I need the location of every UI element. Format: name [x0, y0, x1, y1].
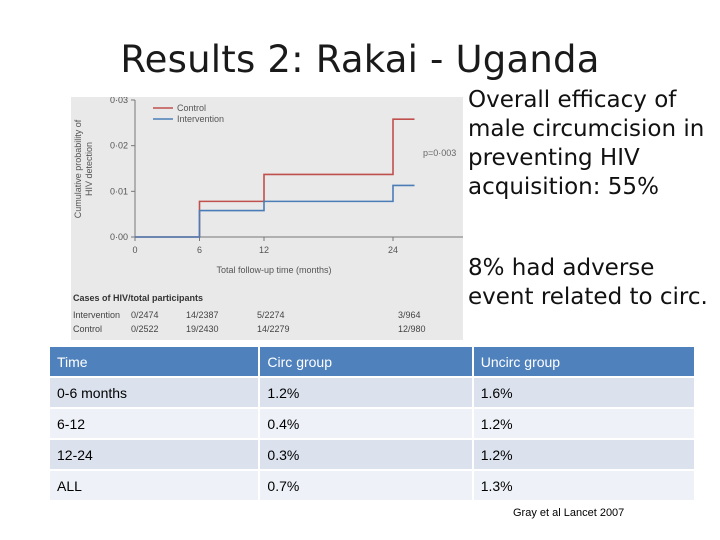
kaplan-meier-figure: 0·00 0·01 0·02 0·03 0 6 12 24 Cumulative probab… [71, 97, 463, 340]
cell-time: 12-24 [47, 438, 261, 471]
header-time: Time [47, 345, 261, 378]
risk-table-cell: 14/2279 [257, 324, 290, 334]
cell-time: 6-12 [47, 407, 261, 440]
risk-table-cell: 0/2474 [131, 310, 159, 320]
cell-time: ALL [47, 469, 261, 502]
legend-intervention-label: Intervention [177, 114, 224, 124]
series-line-control [135, 118, 415, 238]
risk-table-cell: 14/2387 [186, 310, 219, 320]
legend-control-label: Control [177, 103, 206, 113]
risk-table-cell: 3/964 [398, 310, 421, 320]
table-row: 0-6 months 1.2% 1.6% [47, 376, 697, 409]
x-tick-label: 24 [388, 245, 398, 255]
risk-table-cell: 19/2430 [186, 324, 219, 334]
x-tick-label: 12 [259, 245, 269, 255]
header-circ-group: Circ group [258, 345, 474, 378]
cell-uncirc: 1.2% [471, 438, 697, 471]
table-row: ALL 0.7% 1.3% [47, 469, 697, 502]
y-tick-label: 0·02 [110, 141, 128, 151]
table-row: 12-24 0.3% 1.2% [47, 438, 697, 471]
y-tick-label: 0·03 [110, 97, 128, 105]
y-tick-label: 0·00 [110, 232, 128, 242]
x-tick-label: 0 [132, 245, 137, 255]
cell-uncirc: 1.3% [471, 469, 697, 502]
x-tick-label: 6 [197, 245, 202, 255]
table-header-row: Time Circ group Uncirc group [47, 345, 697, 378]
bullet-adverse-events: 8% had adverse event related to circ. [468, 255, 708, 310]
risk-table-group-label: Intervention [73, 310, 120, 320]
y-tick-label: 0·01 [110, 186, 128, 196]
kaplan-meier-chart: 0·00 0·01 0·02 0·03 0 6 12 24 Cumulative probab… [73, 97, 463, 334]
incidence-table: Time Circ group Uncirc group 0-6 months … [47, 345, 697, 502]
cell-circ: 1.2% [258, 376, 474, 409]
cell-circ: 0.3% [258, 438, 474, 471]
y-axis-label-line1: Cumulative probability of [73, 119, 83, 218]
slide-title: Results 2: Rakai - Uganda [120, 38, 600, 81]
bullet-efficacy: Overall efficacy of male circumcision in… [468, 87, 705, 200]
table-row: 6-12 0.4% 1.2% [47, 407, 697, 440]
cell-circ: 0.4% [258, 407, 474, 440]
series-line-intervention [135, 184, 415, 238]
header-uncirc-group: Uncirc group [471, 345, 697, 378]
y-axis-label-line2: HIV detection [84, 142, 94, 196]
cell-uncirc: 1.6% [471, 376, 697, 409]
x-axis-label: Total follow-up time (months) [216, 265, 331, 275]
cell-circ: 0.7% [258, 469, 474, 502]
citation: Gray et al Lancet 2007 [513, 507, 625, 519]
risk-table-cell: 5/2274 [257, 310, 285, 320]
risk-table-title: Cases of HIV/total participants [73, 293, 203, 303]
risk-table-cell: 12/980 [398, 324, 426, 334]
risk-table-group-label: Control [73, 324, 102, 334]
risk-table-cell: 0/2522 [131, 324, 159, 334]
cell-time: 0-6 months [47, 376, 261, 409]
p-value-annotation: p=0·003 [423, 148, 456, 158]
cell-uncirc: 1.2% [471, 407, 697, 440]
